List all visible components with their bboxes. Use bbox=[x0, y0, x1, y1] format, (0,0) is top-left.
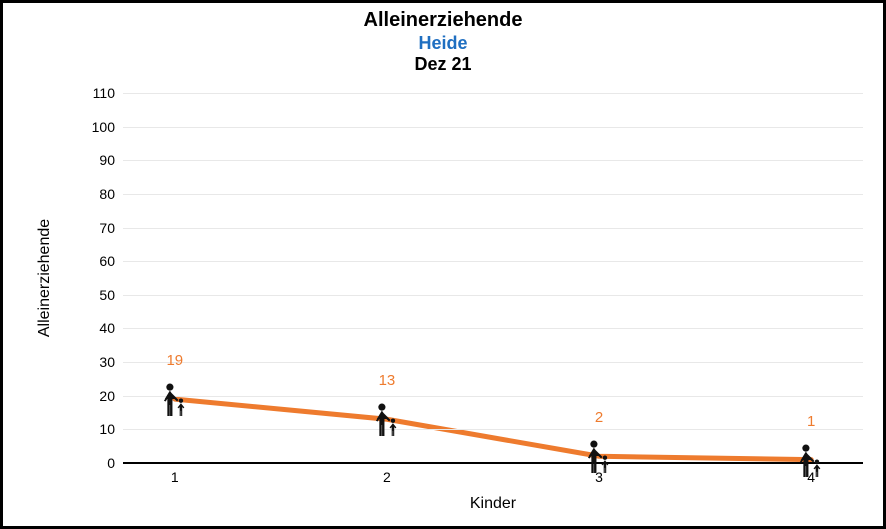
chart-frame: Alleinerziehende Heide Dez 21 0 10 20 30 40 5… bbox=[0, 0, 886, 529]
gridline bbox=[123, 93, 863, 94]
gridline bbox=[123, 194, 863, 195]
gridline bbox=[123, 228, 863, 229]
x-axis-line bbox=[123, 462, 863, 464]
gridline bbox=[123, 261, 863, 262]
gridline bbox=[123, 362, 863, 363]
data-label: 2 bbox=[595, 409, 603, 426]
gridline bbox=[123, 396, 863, 397]
y-tick-label: 10 bbox=[99, 421, 123, 437]
data-label: 19 bbox=[166, 352, 183, 369]
y-tick-label: 20 bbox=[99, 388, 123, 404]
y-tick-label: 30 bbox=[99, 354, 123, 370]
person-with-child-icon bbox=[582, 439, 616, 473]
x-tick-label: 1 bbox=[171, 463, 179, 485]
person-with-child-icon bbox=[794, 443, 828, 477]
y-tick-label: 90 bbox=[99, 152, 123, 168]
data-label: 1 bbox=[807, 413, 815, 430]
person-with-child-icon bbox=[158, 382, 192, 416]
x-axis-title: Kinder bbox=[123, 495, 863, 513]
y-tick-label: 0 bbox=[107, 455, 123, 471]
y-tick-label: 40 bbox=[99, 320, 123, 336]
chart-title-line3: Dez 21 bbox=[3, 54, 883, 75]
y-tick-label: 100 bbox=[92, 119, 123, 135]
y-tick-label: 110 bbox=[93, 85, 123, 101]
data-label: 13 bbox=[379, 372, 396, 389]
chart-title-line2: Heide bbox=[3, 33, 883, 54]
gridline bbox=[123, 295, 863, 296]
gridline bbox=[123, 127, 863, 128]
line-series bbox=[123, 93, 863, 463]
person-with-child-icon bbox=[370, 402, 404, 436]
plot-area: 01020304050607080901001101234 19 bbox=[123, 93, 863, 463]
chart-title-block: Alleinerziehende Heide Dez 21 bbox=[3, 9, 883, 75]
y-tick-label: 60 bbox=[99, 253, 123, 269]
gridline bbox=[123, 160, 863, 161]
gridline bbox=[123, 429, 863, 430]
chart-title-line1: Alleinerziehende bbox=[3, 9, 883, 33]
y-tick-label: 80 bbox=[99, 186, 123, 202]
gridline bbox=[123, 328, 863, 329]
y-axis-title: Alleinerziehende bbox=[36, 219, 54, 337]
y-tick-label: 50 bbox=[99, 287, 123, 303]
x-tick-label: 2 bbox=[383, 463, 391, 485]
y-tick-label: 70 bbox=[99, 220, 123, 236]
